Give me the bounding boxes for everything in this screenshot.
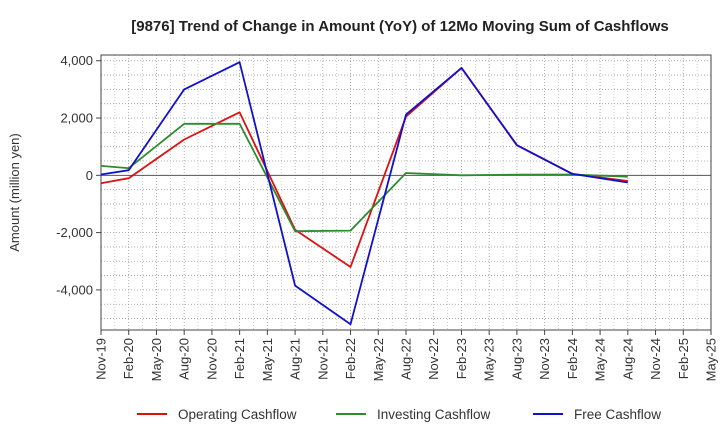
plot-frame [100,54,712,331]
series-lines [100,61,628,326]
x-tick-label: Nov-22 [426,338,441,380]
x-tick-label: Nov-23 [537,338,552,380]
y-tick-label: 0 [86,168,93,183]
legend-label: Operating Cashflow [178,407,297,422]
x-tick-label: May-22 [371,338,386,381]
x-tick-label: May-23 [482,338,497,381]
y-axis-label: Amount (million yen) [7,133,22,252]
legend-label: Free Cashflow [574,407,661,422]
series-line-investing-cashflow [100,122,628,233]
x-tick-label: Feb-21 [232,338,247,379]
grid [100,55,712,330]
x-tick-label: Feb-22 [343,338,358,379]
x-tick-label: May-21 [260,338,275,381]
x-tick-label: May-24 [593,338,608,381]
x-tick-label: Nov-20 [204,338,219,380]
x-tick-label: May-25 [704,338,719,381]
x-tick-label: Feb-20 [121,338,136,379]
x-tick-label: Aug-24 [620,338,635,380]
legend: Operating Cashflow Investing Cashflow Free… [137,407,661,422]
x-tick-label: Aug-21 [288,338,303,380]
x-tick-label: Feb-25 [676,338,691,379]
x-tick-label: Nov-19 [94,338,109,380]
legend-label: Investing Cashflow [377,407,491,422]
series-line-free-cashflow [100,61,628,326]
chart-title: [9876] Trend of Change in Amount (YoY) o… [131,18,669,35]
x-tick-label: Nov-24 [648,338,663,380]
y-tick-label: 4,000 [60,53,93,68]
x-tick-label: Aug-20 [177,338,192,380]
x-tick-label: Aug-22 [399,338,414,380]
y-tick-label: -4,000 [56,282,93,297]
y-tick-label: 2,000 [60,111,93,126]
x-tick-label: Nov-21 [315,338,330,380]
y-axis: -4,000 -2,000 0 2,000 4,000 [56,53,101,297]
x-tick-label: Feb-23 [454,338,469,379]
x-tick-label: Feb-24 [565,338,580,379]
x-tick-label: May-20 [149,338,164,381]
y-tick-label: -2,000 [56,225,93,240]
x-axis: Nov-19 Feb-20 May-20 Aug-20 Nov-20 Feb-21 May-… [94,330,719,381]
x-tick-label: Aug-23 [509,338,524,380]
